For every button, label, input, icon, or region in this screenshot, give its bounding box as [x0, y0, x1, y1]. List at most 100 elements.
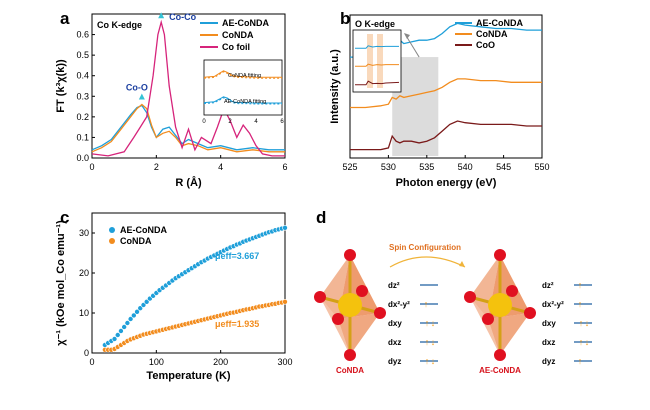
inset-band-1 [367, 34, 373, 88]
panel-d-diagram: d CoNDA AE-CoNDA Spin Configuration dz² dx²-… [314, 208, 592, 375]
legend-label-1: CoNDA [222, 30, 254, 40]
left-octahedron-o-atom [374, 307, 386, 319]
plot-frame [91, 212, 286, 354]
right-octahedron-face-3 [470, 297, 500, 355]
plot-frame [349, 14, 543, 159]
y-tick-label: 0.4 [76, 71, 89, 81]
x-axis-title: Photon energy (eV) [396, 177, 497, 189]
zoom-arrow-head [404, 33, 410, 39]
co-co-arrow [158, 12, 165, 19]
x-tick-label: 530 [381, 162, 396, 172]
right-structure-label: AE-CoNDA [479, 366, 521, 375]
left-orbital-label: dx²-y² [388, 300, 410, 309]
right-orbital-label: dx²-y² [542, 300, 564, 309]
right-octahedron-face-4 [488, 313, 530, 355]
inset-curve-0 [355, 45, 399, 49]
x-tick-label: 6 [282, 162, 287, 172]
x-tick-label: 545 [496, 162, 511, 172]
left-octahedron-co-atom [338, 293, 362, 317]
right-octahedron-o-atom [494, 249, 506, 261]
left-spin-up: ↑ [425, 318, 430, 328]
inset-curve-1 [355, 63, 399, 67]
annotation-co-o: Co-O [126, 83, 148, 93]
y-tick-label: 0.1 [76, 132, 89, 142]
left-octahedron-face-4 [338, 313, 380, 355]
legend-label-1: CoNDA [120, 236, 152, 246]
inset-curve-conda [203, 70, 282, 78]
right-spin-up: ↑ [579, 318, 584, 328]
right-octahedron-o-atom [494, 349, 506, 361]
left-orbital-label: dxz [388, 338, 401, 347]
right-orbital-label: dz² [542, 281, 554, 290]
legend-label-0: AE-CoNDA [222, 18, 269, 28]
panel-b-label: b [340, 9, 350, 28]
chart-title: Co K-edge [97, 20, 142, 30]
right-spin-up: ↑ [578, 356, 583, 366]
inset-band-2 [377, 34, 383, 88]
y-tick-label: 0.5 [76, 50, 89, 60]
legend-label-0: AE-CoNDA [120, 225, 167, 235]
right-spin-up: ↑ [578, 299, 583, 309]
right-orbital-label: dxy [542, 319, 556, 328]
series-line-1 [350, 78, 542, 109]
legend-marker-0 [109, 227, 115, 233]
left-orbital-label: dz² [388, 281, 400, 290]
x-axis-title: Temperature (K) [146, 370, 230, 382]
data-point-0 [282, 224, 288, 231]
right-orbital-label: dyz [542, 357, 555, 366]
left-octahedron-face-3 [320, 297, 350, 355]
y-tick-label: 10 [79, 308, 89, 318]
left-octahedron-o-atom [344, 249, 356, 261]
arrow-label: Spin Configuration [389, 243, 461, 252]
chart-title: O K-edge [355, 19, 395, 29]
inset-label-conda: CoNDA fitting [228, 73, 261, 79]
inset-curve-2 [355, 80, 400, 86]
panel-c-chart: c 0 100 200 300 0 10 20 30 Temperature (K) χ⁻¹ (k… [55, 208, 293, 382]
plot-frame [91, 13, 286, 159]
x-tick-label: 540 [458, 162, 473, 172]
right-octahedron-o-atom [524, 307, 536, 319]
y-axis-title: FT (k³χ(k)) [55, 59, 67, 113]
inset-label-ae: AE-CoNDA fitting [224, 99, 266, 105]
data-point-0 [118, 328, 124, 334]
data-point-0 [127, 316, 134, 322]
left-spin-up: ↑ [424, 299, 429, 309]
y-tick-label: 0.2 [76, 112, 89, 122]
annotation-mu-conda: μeff=1.935 [215, 319, 259, 329]
x-tick-label: 200 [213, 357, 228, 367]
left-structure-label: CoNDA [336, 366, 364, 375]
left-octahedron-face-1 [320, 255, 350, 319]
x-tick-label: 100 [149, 357, 164, 367]
x-tick-label: 300 [277, 357, 292, 367]
right-octahedron-o-atom [506, 285, 518, 297]
series-line-0 [91, 104, 285, 151]
y-tick-label: 0 [84, 348, 89, 358]
panel-b-chart: b 525 530 535 540 545 550 Photon energy (eV) In… [329, 9, 550, 189]
y-axis-title: Intensity (a.u.) [329, 49, 341, 124]
legend-label-1: CoNDA [476, 29, 508, 39]
x-tick-label: 4 [218, 162, 223, 172]
annotation-mu-ae: μeff=3.667 [215, 251, 259, 261]
spin-arrow [389, 256, 466, 268]
left-spin-up: ↑ [425, 356, 430, 366]
right-orbital-label: dxz [542, 338, 555, 347]
data-point-0 [134, 309, 140, 315]
inset-x-tick-label: 6 [280, 119, 284, 125]
series-line-2 [350, 120, 542, 151]
panel-c-label: c [60, 208, 69, 227]
panel-d-label: d [316, 208, 326, 227]
data-point-0 [111, 336, 118, 342]
y-tick-label: 0.0 [76, 153, 89, 163]
left-octahedron-o-atom [356, 285, 368, 297]
inset-x-tick-label: 0 [202, 119, 206, 125]
legend-label-2: Co foil [222, 42, 250, 52]
legend-label-0: AE-CoNDA [476, 18, 523, 28]
right-spin-down: ↓ [585, 318, 590, 328]
left-spin-down: ↓ [431, 337, 436, 347]
data-point-0 [124, 320, 131, 326]
series-line-1 [91, 103, 285, 153]
inset-x-tick-label: 4 [254, 119, 258, 125]
left-orbital-label: dxy [388, 319, 402, 328]
co-o-arrow [138, 93, 145, 100]
panel-a-chart: a 0 2 4 6 0.0 0.1 0.2 0.3 0.4 0.5 0.6 R (Å) FT (k³χ(… [55, 9, 288, 189]
